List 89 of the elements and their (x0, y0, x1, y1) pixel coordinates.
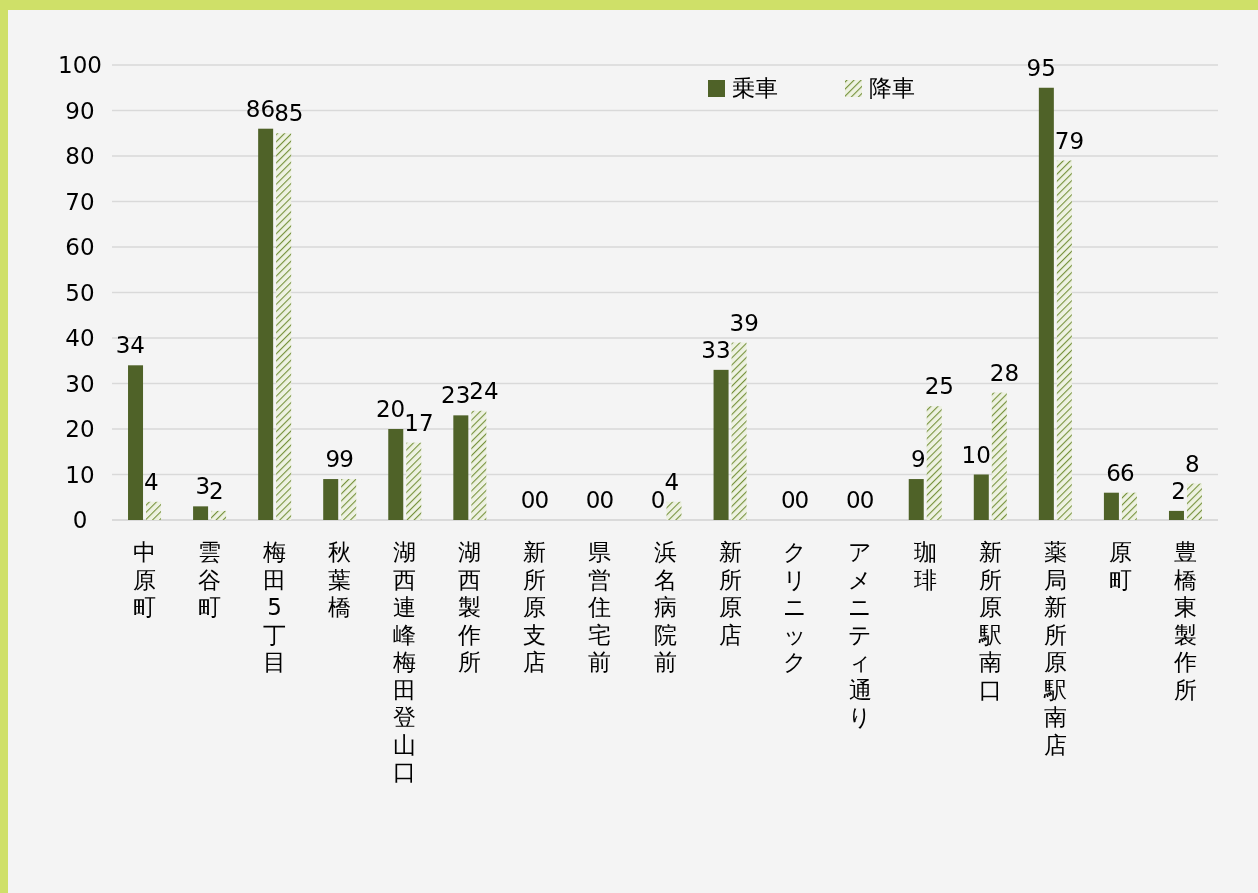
y-tick-label: 20 (65, 416, 95, 442)
data-label: 2 (209, 477, 224, 504)
bar (666, 501, 682, 520)
data-label: 0 (520, 487, 536, 513)
data-label: 9 (325, 446, 341, 473)
bar (146, 501, 162, 520)
data-label: 0 (794, 487, 810, 513)
bar (341, 479, 357, 520)
bar (193, 506, 209, 520)
data-label: 95 (1026, 54, 1056, 81)
data-label: 33 (701, 336, 731, 363)
x-tick-label: 中原町 (133, 539, 157, 620)
data-label: 17 (404, 409, 434, 436)
x-tick-label: クリニック (783, 539, 808, 675)
x-tick-label: 豊橋東製作所 (1172, 539, 1197, 703)
y-tick-label: 60 (65, 234, 95, 260)
data-label: 2 (1171, 477, 1186, 504)
x-tick-label: 薬局新所原駅南店 (1042, 539, 1067, 758)
bar (258, 128, 274, 520)
x-tick-label: 新所原駅南口 (977, 539, 1002, 703)
bar (731, 342, 747, 520)
data-label: 6 (1119, 459, 1135, 486)
x-tick-label: アメニティ通り (848, 539, 873, 730)
data-label: 0 (650, 487, 666, 513)
data-label: 4 (664, 468, 680, 495)
data-label: 0 (599, 487, 615, 513)
data-label: 85 (274, 100, 304, 127)
data-label: 24 (469, 377, 499, 404)
x-tick-label: 原町 (1108, 539, 1132, 593)
bar (453, 415, 469, 520)
data-label: 9 (339, 446, 354, 473)
data-label: 39 (729, 309, 759, 336)
category-label: 湖西連峰梅田登山口 (393, 539, 417, 785)
bar (1121, 492, 1137, 520)
bar (471, 410, 487, 520)
x-tick-label: 湖西製作所 (457, 539, 482, 675)
data-label: 3 (195, 473, 211, 500)
legend-label: 降車 (869, 75, 915, 101)
legend-label: 乗車 (732, 75, 778, 101)
y-tick-label: 50 (65, 279, 95, 306)
x-tick-label: 秋葉橋 (328, 539, 352, 620)
data-label: 0 (585, 487, 601, 513)
bar (388, 429, 404, 520)
y-tick-label: 30 (65, 370, 95, 397)
data-label: 6 (1106, 459, 1121, 486)
bar (406, 442, 422, 520)
x-tick-label: 新所原支店 (523, 539, 547, 675)
bar (713, 369, 729, 520)
bar (991, 392, 1007, 520)
bar (276, 133, 292, 520)
data-label: 20 (375, 396, 406, 422)
x-tick-label: 雲谷町 (198, 539, 222, 620)
bar (1056, 160, 1072, 520)
y-tick-label: 10 (65, 461, 95, 488)
x-tick-label: 珈琲 (913, 539, 937, 593)
data-label: 9 (911, 446, 926, 473)
y-tick-label: 40 (65, 325, 95, 351)
data-label: 4 (144, 468, 159, 495)
bar (973, 474, 989, 520)
data-label: 8 (1184, 450, 1200, 477)
bar (1103, 492, 1119, 520)
data-label: 0 (780, 487, 796, 513)
data-label: 0 (846, 487, 861, 513)
bar (128, 365, 144, 520)
data-label: 34 (115, 332, 146, 359)
data-label: 23 (441, 382, 471, 409)
x-tick-label: 県営住宅前 (587, 539, 612, 675)
bar (323, 479, 339, 520)
bar (1038, 87, 1054, 520)
x-tick-label: 新所原店 (718, 539, 742, 648)
bar (1186, 483, 1202, 520)
bar (1168, 510, 1184, 520)
x-tick-label: 浜名病院前 (653, 539, 677, 675)
y-tick-label: 80 (65, 143, 95, 169)
data-label: 0 (534, 487, 550, 513)
bar (908, 479, 924, 520)
bar (211, 510, 227, 520)
x-tick-label: 梅田5丁目 (262, 539, 287, 675)
data-label: 79 (1054, 127, 1085, 154)
data-label: 86 (245, 95, 276, 122)
data-label: 10 (961, 441, 991, 468)
y-tick-label: 70 (65, 188, 95, 215)
data-label: 28 (989, 359, 1020, 386)
y-tick-label: 100 (58, 52, 102, 78)
y-tick-label: 0 (72, 507, 88, 533)
data-label: 25 (924, 373, 955, 400)
bar (926, 406, 942, 520)
y-tick-label: 90 (65, 97, 95, 124)
data-label: 0 (859, 487, 875, 513)
